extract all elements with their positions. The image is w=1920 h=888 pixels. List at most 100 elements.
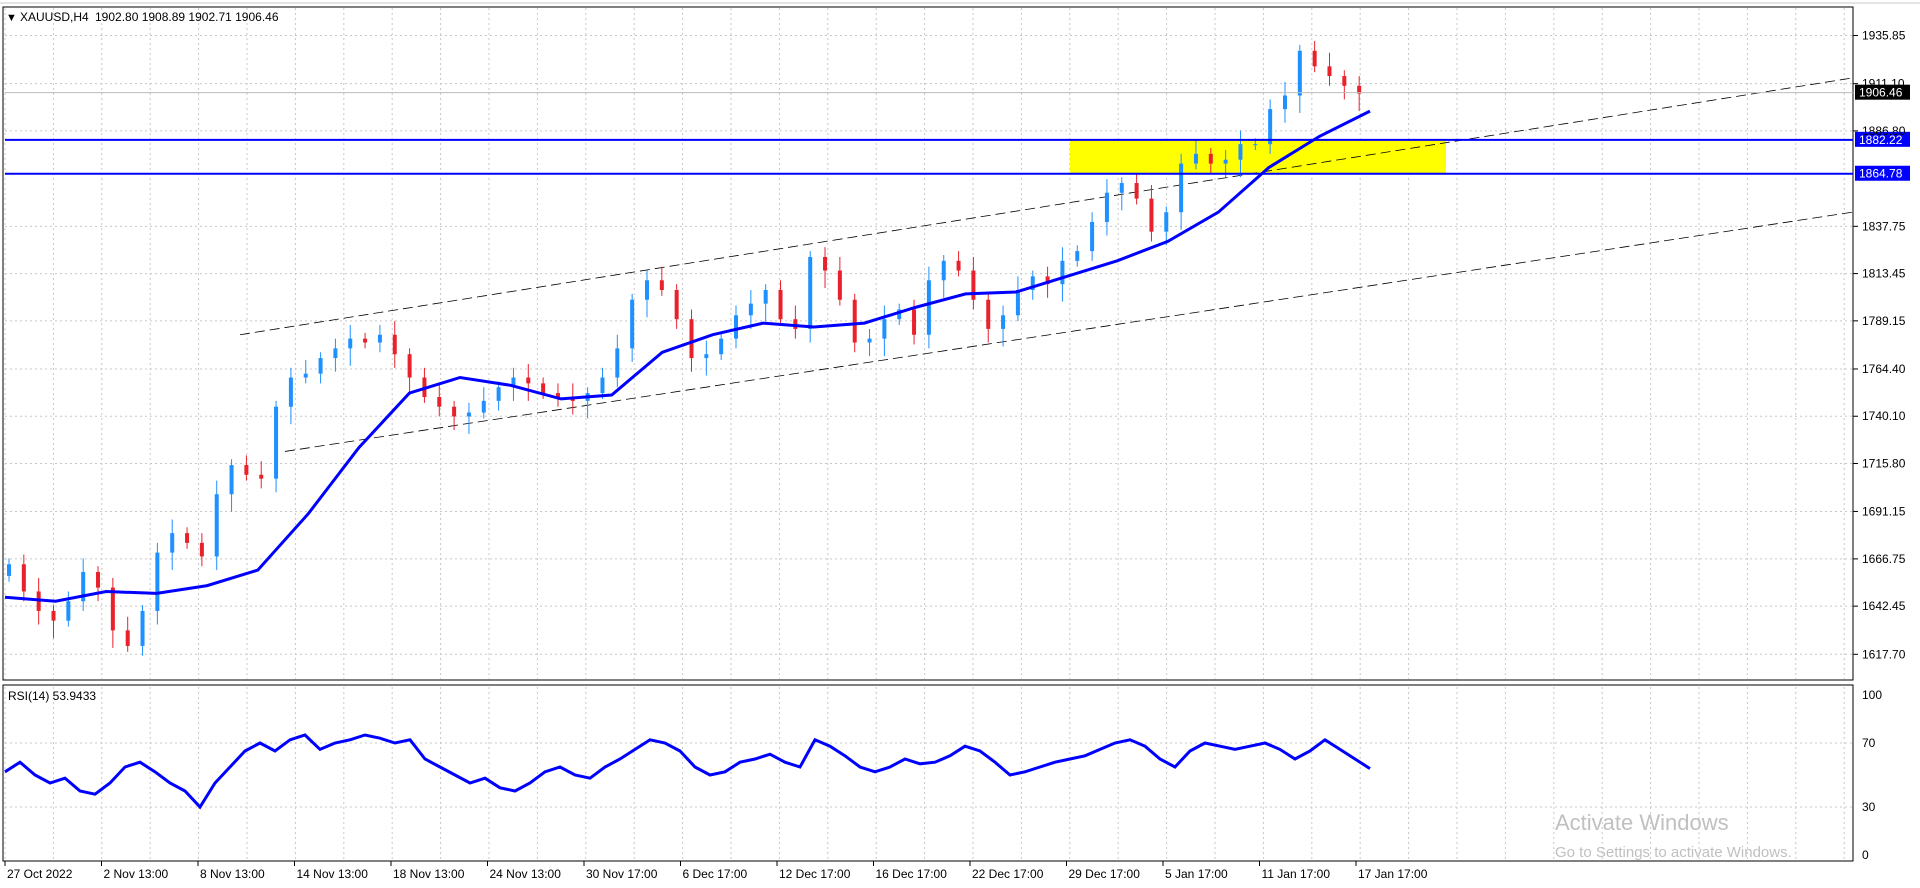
rsi-line — [4, 733, 1371, 810]
candle-body — [437, 396, 442, 407]
candle-body — [1193, 153, 1198, 164]
y-tick-label: 1935.85 — [1862, 29, 1906, 43]
candle-body — [644, 280, 649, 300]
candle-body — [1149, 198, 1154, 232]
candle-body — [704, 354, 709, 359]
x-tick-label: 30 Nov 17:00 — [586, 867, 658, 881]
candle-body — [823, 256, 828, 271]
candle-body — [96, 572, 101, 588]
last-price-tag — [1855, 84, 1910, 100]
moving-average-line — [4, 109, 1371, 603]
candle-body — [1104, 192, 1109, 222]
candle-body — [1297, 50, 1302, 96]
candle-body — [1268, 109, 1273, 145]
candle-body — [615, 348, 620, 378]
candle-body — [66, 601, 71, 621]
y-tick-label: 1666.75 — [1862, 552, 1906, 566]
candle-body — [125, 630, 130, 646]
candle-body — [288, 377, 293, 407]
candle-body — [763, 290, 768, 304]
rsi-panel-frame — [2, 684, 1854, 862]
highlight-zone — [1070, 139, 1446, 174]
candle-body — [7, 564, 11, 576]
candle-body — [1312, 50, 1317, 67]
rsi-tick-label: 30 — [1862, 800, 1876, 814]
y-tick-label: 1617.70 — [1862, 647, 1906, 661]
candle-body — [229, 465, 234, 495]
candle-body — [659, 280, 664, 291]
candle-body — [748, 303, 753, 316]
x-tick-label: 14 Nov 13:00 — [297, 867, 369, 881]
x-tick-label: 29 Dec 17:00 — [1069, 867, 1141, 881]
last-price-label: 1906.46 — [1859, 86, 1903, 100]
y-tick-label: 1715.80 — [1862, 457, 1906, 471]
candle-body — [852, 299, 857, 343]
candle-body — [110, 587, 115, 631]
candle-body — [630, 299, 635, 349]
candle-body — [1045, 276, 1050, 285]
watermark-line1: Activate Windows — [1555, 810, 1729, 835]
candle-body — [1253, 144, 1258, 146]
candle-body — [941, 260, 946, 281]
chart-title: XAUUSD,H4 — [20, 10, 89, 24]
price-panel-frame — [2, 6, 1854, 681]
level-price-tag — [1855, 165, 1910, 181]
candle-body — [214, 494, 219, 557]
candle-body — [259, 474, 264, 479]
candle-body — [1015, 290, 1020, 316]
x-tick-label: 24 Nov 13:00 — [490, 867, 562, 881]
candle-body — [600, 377, 605, 394]
candle-body — [81, 572, 86, 602]
x-tick-label: 16 Dec 17:00 — [876, 867, 948, 881]
x-tick-label: 22 Dec 17:00 — [972, 867, 1044, 881]
candle-body — [318, 358, 323, 374]
ohlc-header: 1902.80 1908.89 1902.71 1906.46 — [95, 10, 279, 24]
y-tick-label: 1789.15 — [1862, 314, 1906, 328]
candle-body — [689, 319, 694, 359]
rsi-tick-label: 0 — [1862, 848, 1869, 862]
collapse-triangle-icon[interactable]: ▼ — [6, 12, 17, 24]
candle-body — [526, 377, 531, 384]
candle-body — [1327, 66, 1332, 77]
y-tick-label: 1764.40 — [1862, 362, 1906, 376]
candle-body — [1342, 76, 1347, 86]
candle-body — [1179, 163, 1184, 213]
x-tick-label: 2 Nov 13:00 — [104, 867, 169, 881]
x-tick-label: 5 Jan 17:00 — [1165, 867, 1228, 881]
candle-body — [377, 334, 382, 343]
candle-body — [837, 270, 842, 300]
candle-body — [496, 387, 501, 401]
candle-body — [719, 338, 724, 355]
x-tick-label: 17 Jan 17:00 — [1358, 867, 1428, 881]
candle-body — [1134, 183, 1139, 199]
candle-body — [452, 406, 457, 417]
candle-body — [466, 412, 471, 417]
candle-body — [155, 552, 160, 611]
rsi-title: RSI(14) 53.9433 — [8, 689, 96, 703]
x-tick-label: 8 Nov 13:00 — [200, 867, 265, 881]
candle-body — [1282, 95, 1287, 110]
candle-body — [274, 406, 279, 479]
level-price-tag — [1855, 131, 1910, 147]
candle-body — [1119, 183, 1124, 193]
rsi-tick-label: 100 — [1862, 688, 1882, 702]
candle-body — [674, 290, 679, 320]
candle-body — [407, 354, 412, 378]
candle-body — [1223, 159, 1228, 164]
x-tick-label: 18 Nov 13:00 — [393, 867, 465, 881]
candle-body — [185, 533, 190, 543]
y-tick-label: 1911.10 — [1862, 77, 1905, 91]
x-tick-label: 11 Jan 17:00 — [1262, 867, 1331, 881]
channel-upper-line[interactable] — [239, 77, 1853, 336]
x-tick-label: 6 Dec 17:00 — [683, 867, 748, 881]
y-tick-label: 1691.15 — [1862, 504, 1906, 518]
level-price-label: 1864.78 — [1859, 167, 1903, 181]
candle-body — [926, 280, 931, 335]
candle-body — [363, 338, 368, 343]
candle-body — [199, 542, 204, 557]
candle-body — [1164, 212, 1169, 232]
candle-body — [1030, 276, 1035, 291]
candle-body — [778, 290, 783, 320]
channel-lower-line[interactable] — [284, 211, 1853, 452]
